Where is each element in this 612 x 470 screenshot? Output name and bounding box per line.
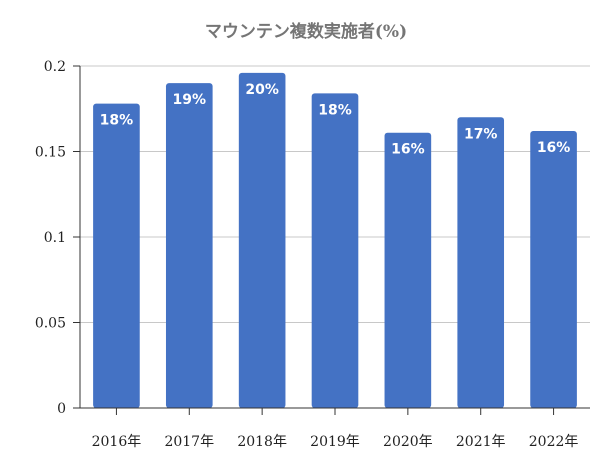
bar <box>384 132 432 408</box>
bar-data-label: 18% <box>318 102 352 118</box>
bar-data-label: 20% <box>245 82 279 98</box>
bar <box>93 103 140 409</box>
bar <box>238 72 286 408</box>
bar-data-label: 19% <box>173 92 207 108</box>
x-tick-label: 2020年 <box>383 434 433 450</box>
x-tick-label: 2021年 <box>456 434 506 450</box>
x-tick-label: 2016年 <box>92 434 142 450</box>
bar-data-label: 16% <box>537 140 571 156</box>
bar-data-label: 16% <box>391 142 425 158</box>
bar <box>165 83 213 408</box>
bar-data-label: 18% <box>100 113 134 129</box>
axes <box>73 65 590 415</box>
bar <box>311 93 359 409</box>
x-tick-label: 2019年 <box>310 434 360 450</box>
x-tick-label: 2018年 <box>237 434 287 450</box>
y-tick-label: 0.1 <box>44 230 66 246</box>
bar <box>457 117 505 409</box>
chart-title: マウンテン複数実施者(%) <box>205 21 407 42</box>
bars <box>93 72 577 409</box>
x-tick-label: 2022年 <box>529 434 579 450</box>
y-tick-label: 0.05 <box>35 316 66 332</box>
labels: 0 0.05 0.1 0.15 0.2 18% 2016年 19% 2017年 20% 2018年 1… <box>35 59 579 450</box>
y-tick-label: 0.2 <box>44 59 66 75</box>
bar <box>530 130 577 409</box>
y-tick-label: 0 <box>57 401 66 417</box>
x-tick-label: 2017年 <box>164 434 214 450</box>
y-tick-label: 0.15 <box>35 145 66 161</box>
bar-data-label: 17% <box>464 126 498 142</box>
